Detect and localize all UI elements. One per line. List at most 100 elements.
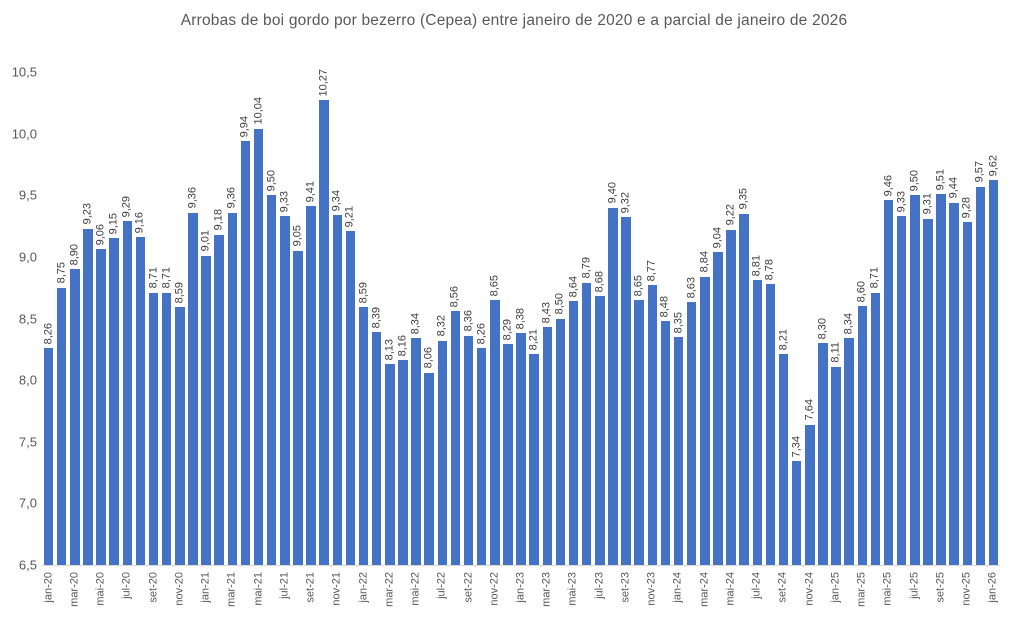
bar-cell: 10,27 <box>317 68 331 565</box>
bar <box>201 255 211 565</box>
bar-cell: 9,41 <box>305 72 318 565</box>
y-tick-label: 7,5 <box>18 434 37 450</box>
bar <box>608 207 618 565</box>
bar-cell: 8,71 <box>160 72 173 565</box>
bar <box>713 251 723 565</box>
x-tick-label: mai-25 <box>881 572 894 606</box>
bar-cell: 8,59 <box>173 72 186 565</box>
bar-cell: 9,31 <box>921 72 934 565</box>
bar-value-label: 8,81 <box>750 254 763 277</box>
x-tick-label: nov-22 <box>488 572 501 606</box>
bar-cell: 9,32 <box>620 72 633 565</box>
bar-value-label: 8,71 <box>160 267 173 289</box>
bar <box>411 338 421 565</box>
bar <box>805 424 815 565</box>
bar <box>161 292 172 565</box>
bar-value-label: 9,32 <box>619 192 632 214</box>
x-tick-label: set-22 <box>462 572 474 603</box>
bar <box>371 332 382 565</box>
y-tick-label: 7,0 <box>18 495 37 511</box>
bar <box>752 280 763 565</box>
bar-value-label: 8,84 <box>698 251 711 273</box>
bar <box>175 307 185 565</box>
bar-cell: 9,34 <box>331 72 344 565</box>
bar <box>568 301 579 565</box>
bar <box>686 302 697 565</box>
bar-cell: 8,16 <box>396 72 409 565</box>
bar <box>293 250 303 565</box>
bar <box>306 206 316 565</box>
bar-cell: 9,36 <box>186 72 199 565</box>
y-tick-label: 6,5 <box>18 557 37 573</box>
bar <box>332 214 343 565</box>
bar <box>857 306 868 565</box>
bar-cell: 8,21 <box>777 72 790 565</box>
bar-value-label: 8,43 <box>540 301 553 324</box>
bar <box>529 354 539 565</box>
bar <box>240 141 251 565</box>
bar <box>214 234 224 565</box>
bar-cell: 8,84 <box>698 72 711 565</box>
bar-cell: 8,50 <box>554 72 567 565</box>
bar-value-label: 8,32 <box>435 315 448 337</box>
bar-cell: 8,29 <box>501 72 514 565</box>
x-tick-label: jan-24 <box>671 572 684 603</box>
bar <box>988 180 999 565</box>
bar <box>358 307 369 565</box>
bar <box>844 338 854 565</box>
bar-value-label: 9,41 <box>304 180 317 203</box>
bar-cell: 9,40 <box>606 72 619 565</box>
bar-cell: 9,15 <box>108 72 121 565</box>
bar <box>883 200 894 565</box>
bar-value-label: 9,23 <box>81 203 94 225</box>
bar-cell: 8,13 <box>383 72 396 565</box>
chart-title: Arrobas de boi gordo por bezerro (Cepea)… <box>180 12 848 29</box>
bar-value-label: 9,36 <box>225 187 238 209</box>
bar-value-label: 8,39 <box>370 306 383 329</box>
bar <box>896 216 907 565</box>
bar <box>542 327 553 565</box>
bar <box>424 372 434 565</box>
x-tick-label: nov-25 <box>960 572 973 606</box>
bar-value-label: 8,65 <box>632 274 645 297</box>
bar-cell: 9,23 <box>81 72 94 565</box>
bar <box>490 300 500 565</box>
x-tick-label: mar-25 <box>855 572 868 607</box>
bar-cell: 9,04 <box>711 72 724 565</box>
bar-cell: 9,46 <box>882 72 895 565</box>
bar <box>437 340 448 565</box>
bar-cell: 8,68 <box>593 72 606 565</box>
x-tick-label: jul-25 <box>908 572 921 599</box>
bar-value-label: 7,34 <box>790 436 803 458</box>
bar-cell: 8,11 <box>830 72 843 565</box>
bar-value-label: 10,27 <box>317 68 330 97</box>
bar-cell: 9,35 <box>738 72 751 565</box>
bar-value-label: 8,34 <box>842 312 855 335</box>
x-axis: jan-20 mar-20 mai-20 jul-20 set-20 nov-20 jan-… <box>42 572 1000 624</box>
bar-value-label: 8,16 <box>396 334 409 357</box>
bar-value-label: 9,28 <box>960 196 973 219</box>
bar-cell: 8,39 <box>370 72 383 565</box>
bar-value-label: 8,64 <box>567 275 580 298</box>
bar <box>818 343 828 565</box>
bar-cell: 8,77 <box>646 72 659 565</box>
bar-cell: 10,04 <box>252 72 265 565</box>
bar <box>700 276 710 565</box>
bar-value-label: 10,04 <box>252 97 265 125</box>
x-tick-label: jul-20 <box>120 572 133 599</box>
bar <box>280 216 290 565</box>
x-tick-label: mar-21 <box>225 572 238 607</box>
bar-cell: 9,21 <box>344 72 357 565</box>
bar-cell: 8,63 <box>685 72 698 565</box>
bar-cell: 9,36 <box>226 72 239 565</box>
bar <box>778 354 789 565</box>
bar-value-label: 8,65 <box>488 274 501 297</box>
bar <box>188 212 198 565</box>
x-tick-label: mai-24 <box>724 572 737 606</box>
bar <box>450 311 461 565</box>
bar-value-label: 9,31 <box>921 193 934 215</box>
bar-cell: 8,38 <box>515 72 528 565</box>
x-tick-label: jan-22 <box>357 572 370 603</box>
x-tick-label: mai-23 <box>566 572 579 606</box>
